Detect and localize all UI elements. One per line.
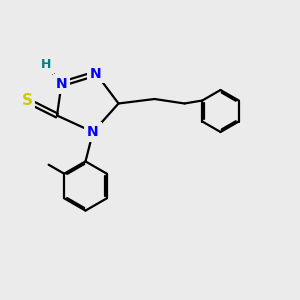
Text: S: S xyxy=(22,93,32,108)
Text: N: N xyxy=(56,77,67,91)
Text: N: N xyxy=(87,125,99,139)
Text: N: N xyxy=(90,67,102,80)
Text: H: H xyxy=(41,58,52,71)
